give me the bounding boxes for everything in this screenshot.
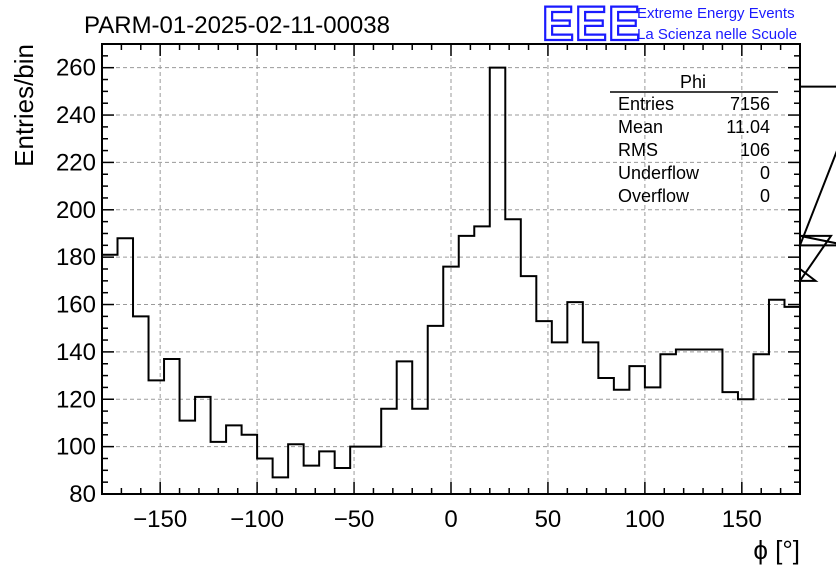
chart-title: PARM-01-2025-02-11-00038 — [84, 12, 390, 39]
y-tick-label: 180 — [56, 244, 96, 271]
x-tick-label: −50 — [334, 506, 375, 533]
y-tick-label: 140 — [56, 339, 96, 366]
x-tick-label: −150 — [133, 506, 187, 533]
grid-lines — [102, 44, 800, 495]
stats-row-value: 11.04 — [726, 117, 770, 137]
stats-row-value: 0 — [760, 163, 770, 183]
x-tick-label: 150 — [722, 506, 762, 533]
y-tick-label: 260 — [56, 55, 96, 82]
histogram-series — [102, 66, 836, 479]
stats-row-label: Mean — [618, 117, 663, 137]
y-tick-label: 80 — [69, 481, 96, 508]
y-axis-ticks: 80 100 120 140 160 180 200 220 240 260 — [56, 43, 800, 508]
y-tick-label: 240 — [56, 102, 96, 129]
eee-logo-mark: EEE — [542, 0, 641, 51]
x-tick-label: 50 — [535, 506, 562, 533]
x-tick-label: 100 — [625, 506, 665, 533]
x-tick-label: 0 — [444, 506, 457, 533]
stats-row-value: 106 — [740, 140, 770, 160]
logo-line-1: Extreme Energy Events — [637, 5, 795, 22]
stats-row-label: Overflow — [618, 186, 690, 206]
stats-row-value: 0 — [760, 186, 770, 206]
y-tick-label: 200 — [56, 197, 96, 224]
stats-box: Phi Entries 7156 Mean 11.04 RMS 106 Underflow 0… — [610, 72, 778, 206]
y-axis-label: Entries/bin — [9, 44, 39, 167]
stats-row-value: 7156 — [730, 94, 770, 114]
y-tick-label: 100 — [56, 434, 96, 461]
stats-row-label: RMS — [618, 140, 658, 160]
y-tick-label: 120 — [56, 386, 96, 413]
stats-box-title: Phi — [680, 72, 706, 92]
histogram-line — [102, 66, 836, 479]
y-tick-label: 220 — [56, 149, 96, 176]
eee-logo: EEE Extreme Energy Events La Scienza nel… — [541, 0, 797, 52]
x-tick-label: −100 — [230, 506, 284, 533]
stats-row-label: Entries — [618, 94, 674, 114]
stats-row-label: Underflow — [618, 163, 700, 183]
logo-line-2: La Scienza nelle Scuole — [637, 26, 797, 43]
y-tick-label: 160 — [56, 292, 96, 319]
x-axis-ticks: −150 −100 −50 0 50 100 150 — [101, 44, 801, 533]
stats-box-rows: Entries 7156 Mean 11.04 RMS 106 Underflow 0 Over… — [618, 94, 770, 206]
x-axis-label: ϕ [°] — [753, 535, 800, 565]
